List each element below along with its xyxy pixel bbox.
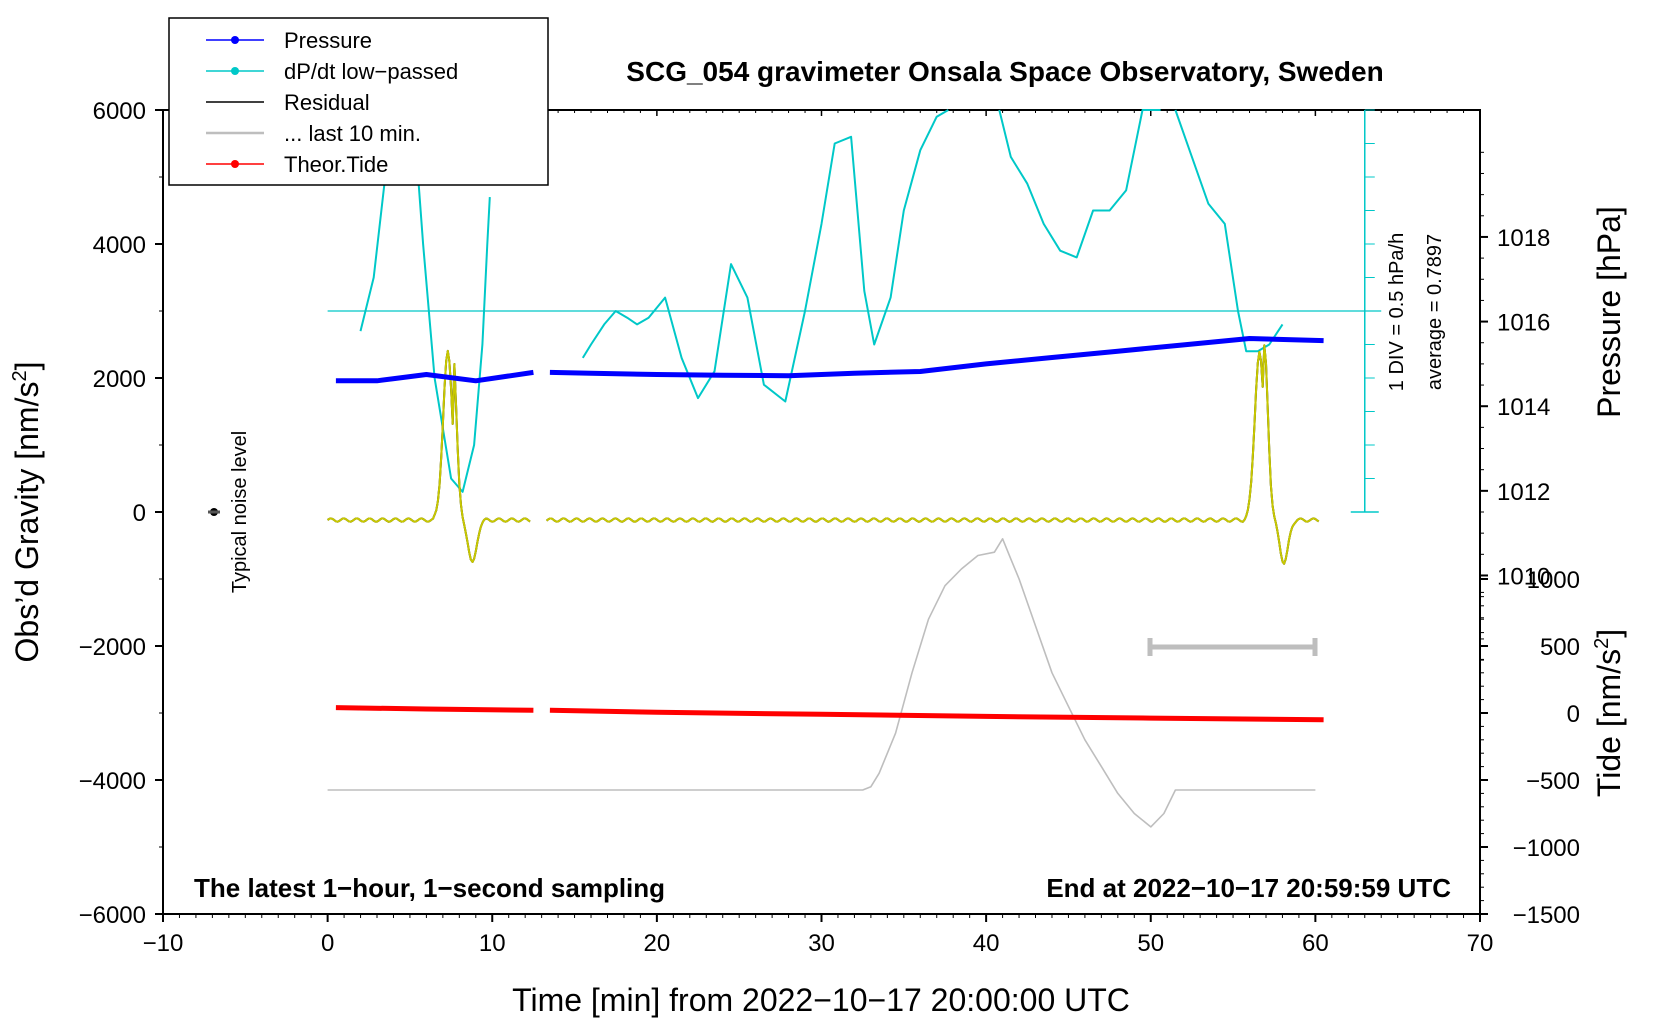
tide-axis-label-sup: 2 — [1591, 638, 1613, 649]
tide-tick-label-3: 0 — [1567, 701, 1580, 728]
plot-frame — [162, 109, 1481, 915]
y-axis-label-end: ] — [9, 362, 45, 371]
y-tick-label-1: −4000 — [79, 768, 146, 795]
x-tick-label-4: 30 — [808, 930, 835, 957]
pressure-axis-label: Pressure [hPa] — [1591, 206, 1627, 418]
legend-marker-4 — [231, 160, 239, 168]
x-tick-label-6: 50 — [1137, 930, 1164, 957]
y-tick-label-4: 2000 — [93, 366, 146, 393]
pressure-tick-label-2: 1014 — [1497, 394, 1550, 421]
tide-axis-label: Tide [nm/s2] — [1591, 629, 1627, 797]
bottom-left-note: The latest 1−hour, 1−second sampling — [194, 873, 665, 903]
series-layer — [327, 109, 1324, 828]
series-last10-line — [327, 538, 1316, 828]
x-tick-label-5: 40 — [973, 930, 1000, 957]
pressure-tick-label-3: 1016 — [1497, 310, 1550, 337]
tide-tick-label-5: 1000 — [1527, 567, 1580, 594]
series-tide-segment-1 — [549, 707, 1324, 723]
bottom-right-note: End at 2022−10−17 20:59:59 UTC — [1046, 873, 1451, 903]
tide-tick-label-2: −500 — [1526, 768, 1580, 795]
series-dpdt-segment-3 — [1174, 109, 1284, 353]
y-axis-label: Obs’d Gravity [nm/s2] — [9, 362, 45, 663]
tide-tick-label-1: −1000 — [1513, 835, 1580, 862]
series-residual-seg-1 — [545, 344, 1320, 565]
series-residual-overlay-1 — [545, 344, 1320, 565]
legend-label-2: Residual — [284, 90, 370, 115]
x-tick-label-0: −10 — [143, 930, 184, 957]
y-axis-label-sup: 2 — [9, 370, 31, 381]
tide-tick-label-0: −1500 — [1513, 902, 1580, 929]
series-tide-segment-0 — [335, 705, 534, 713]
y-tick-label-2: −2000 — [79, 634, 146, 661]
x-tick-label-3: 20 — [644, 930, 671, 957]
x-tick-label-2: 10 — [479, 930, 506, 957]
x-tick-label-7: 60 — [1302, 930, 1329, 957]
tide-tick-label-4: 500 — [1540, 634, 1580, 661]
legend-label-4: Theor.Tide — [284, 152, 388, 177]
legend-marker-1 — [231, 67, 239, 75]
x-tick-label-1: 0 — [321, 930, 334, 957]
y-tick-label-5: 4000 — [93, 232, 146, 259]
series-pressure-segment-0 — [335, 369, 534, 384]
series-pressure-segment-1 — [549, 336, 1324, 379]
pressure-tick-label-4: 1018 — [1497, 225, 1550, 252]
average-label: average = 0.7897 — [1424, 234, 1446, 390]
series-residual-overlay-0 — [327, 349, 531, 563]
axes: −10 0 10 20 30 40 50 60 70 −6000 −4000 −2000 0 2000 40… — [79, 98, 1580, 957]
legend-label-1: dP/dt low−passed — [284, 59, 458, 84]
y-axis-label-main: Obs’d Gravity [nm/s — [9, 382, 45, 663]
tide-axis-label-end: ] — [1591, 629, 1627, 638]
x-tick-label-8: 70 — [1467, 930, 1494, 957]
y-tick-label-6: 6000 — [93, 98, 146, 125]
legend-label-0: Pressure — [284, 28, 372, 53]
pressure-tick-label-0: 1010 — [1497, 563, 1550, 590]
y-tick-label-3: 0 — [133, 500, 146, 527]
legend-marker-0 — [231, 36, 239, 44]
pressure-tick-label-1: 1012 — [1497, 479, 1550, 506]
last10-scale-bar — [1147, 638, 1318, 656]
chart-title: SCG_054 gravimeter Onsala Space Observat… — [626, 56, 1383, 87]
div-label: 1 DIV = 0.5 hPa/h — [1386, 233, 1408, 391]
noise-label: Typical noise level — [229, 431, 251, 593]
tide-axis-label-main: Tide [nm/s — [1591, 649, 1627, 797]
y-tick-label-0: −6000 — [79, 902, 146, 929]
legend-label-3: ... last 10 min. — [284, 121, 421, 146]
legend: Pressure dP/dt low−passed Residual ... last… — [168, 17, 549, 186]
series-dpdt-segment-2 — [998, 109, 1161, 259]
x-axis-label: Time [min] from 2022−10−17 20:00:00 UTC — [512, 982, 1130, 1018]
series-dpdt-segment-1 — [581, 109, 949, 403]
